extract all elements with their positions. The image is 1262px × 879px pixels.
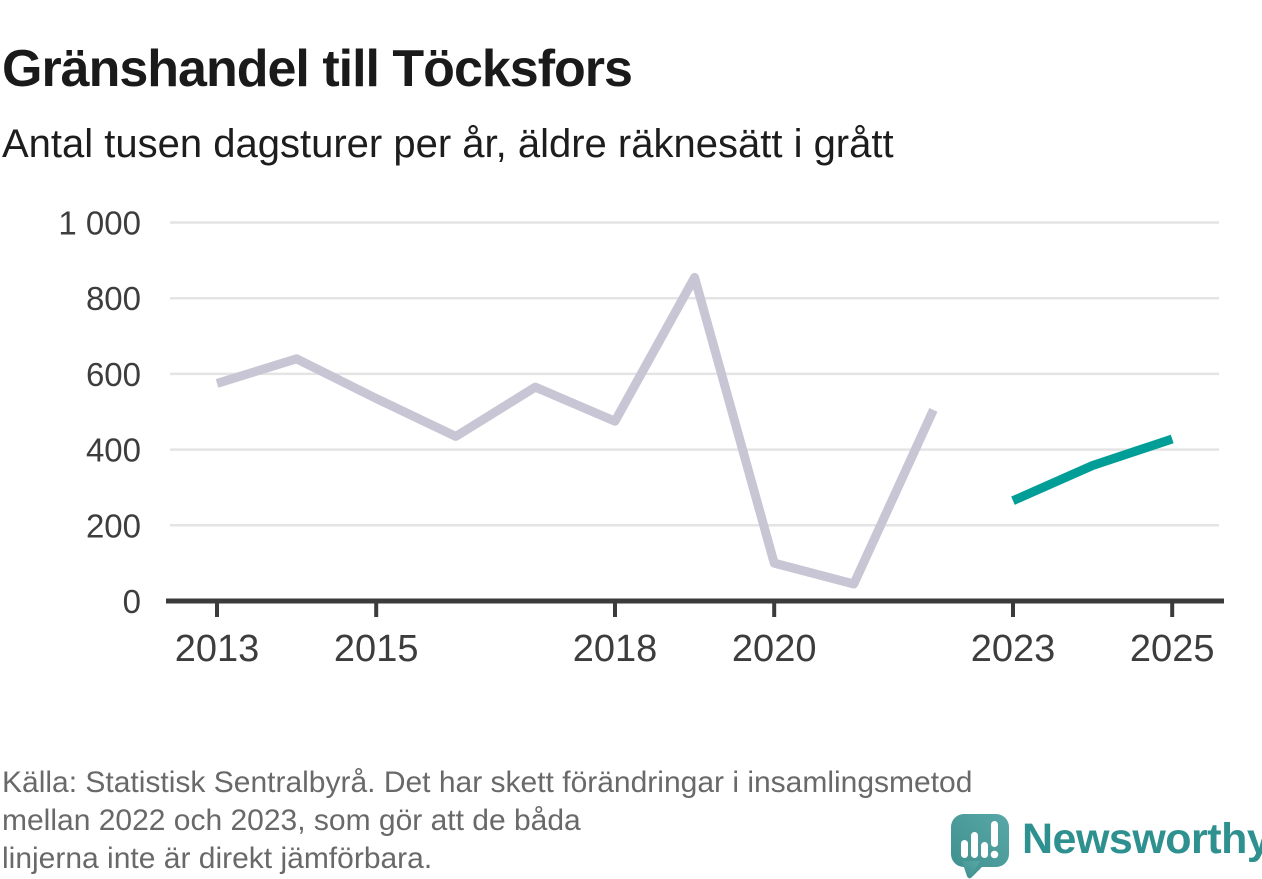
bar-1 xyxy=(961,840,968,858)
y-tick-label: 600 xyxy=(86,356,141,393)
y-tick-label: 200 xyxy=(86,507,141,544)
exclamation-bar xyxy=(991,821,998,847)
bubble-tail xyxy=(962,861,980,879)
x-tick-label: 2015 xyxy=(334,628,419,670)
newsworthy-bubble-chart-icon xyxy=(951,814,1009,879)
y-tick-label: 1 000 xyxy=(58,205,141,242)
series-line-nya-raknesatt-teal-linje xyxy=(1011,434,1174,505)
y-tick-label: 400 xyxy=(86,432,141,469)
line-chart: 0 200 400 600 800 1 000 2013 2015 2018 2020 2023 20… xyxy=(58,205,1224,670)
source-line: linjerna inte är direkt jämförbara. xyxy=(2,842,433,875)
page-title: Gränshandel till Töcksfors xyxy=(2,39,633,98)
speech-bubble-shape xyxy=(951,814,1009,879)
y-tick-label: 0 xyxy=(123,583,141,620)
source-note: Källa: Statistisk Sentralbyrå. Det har s… xyxy=(2,764,972,878)
source-line: Källa: Statistisk Sentralbyrå. Det har s… xyxy=(2,766,973,799)
newsworthy-wordmark: Newsworthy xyxy=(1022,815,1262,863)
bar-3 xyxy=(981,842,988,858)
x-tick-label: 2023 xyxy=(971,628,1056,670)
x-tick-label: 2020 xyxy=(732,628,817,670)
exclamation-dot xyxy=(990,850,999,859)
bar-2 xyxy=(971,832,978,858)
x-tick-label: 2018 xyxy=(573,628,658,670)
source-line: mellan 2022 och 2023, som gör att de båd… xyxy=(2,804,581,837)
x-tick-label: 2025 xyxy=(1130,628,1215,670)
newsworthy-logo: Newsworthy xyxy=(950,813,1262,879)
y-tick-label: 800 xyxy=(86,280,141,317)
series-line-aldre-raknesatt-gra-linje xyxy=(215,272,938,589)
x-tick-label: 2013 xyxy=(175,628,260,670)
chart-subtitle: Antal tusen dagsturer per år, äldre räkn… xyxy=(2,122,894,166)
